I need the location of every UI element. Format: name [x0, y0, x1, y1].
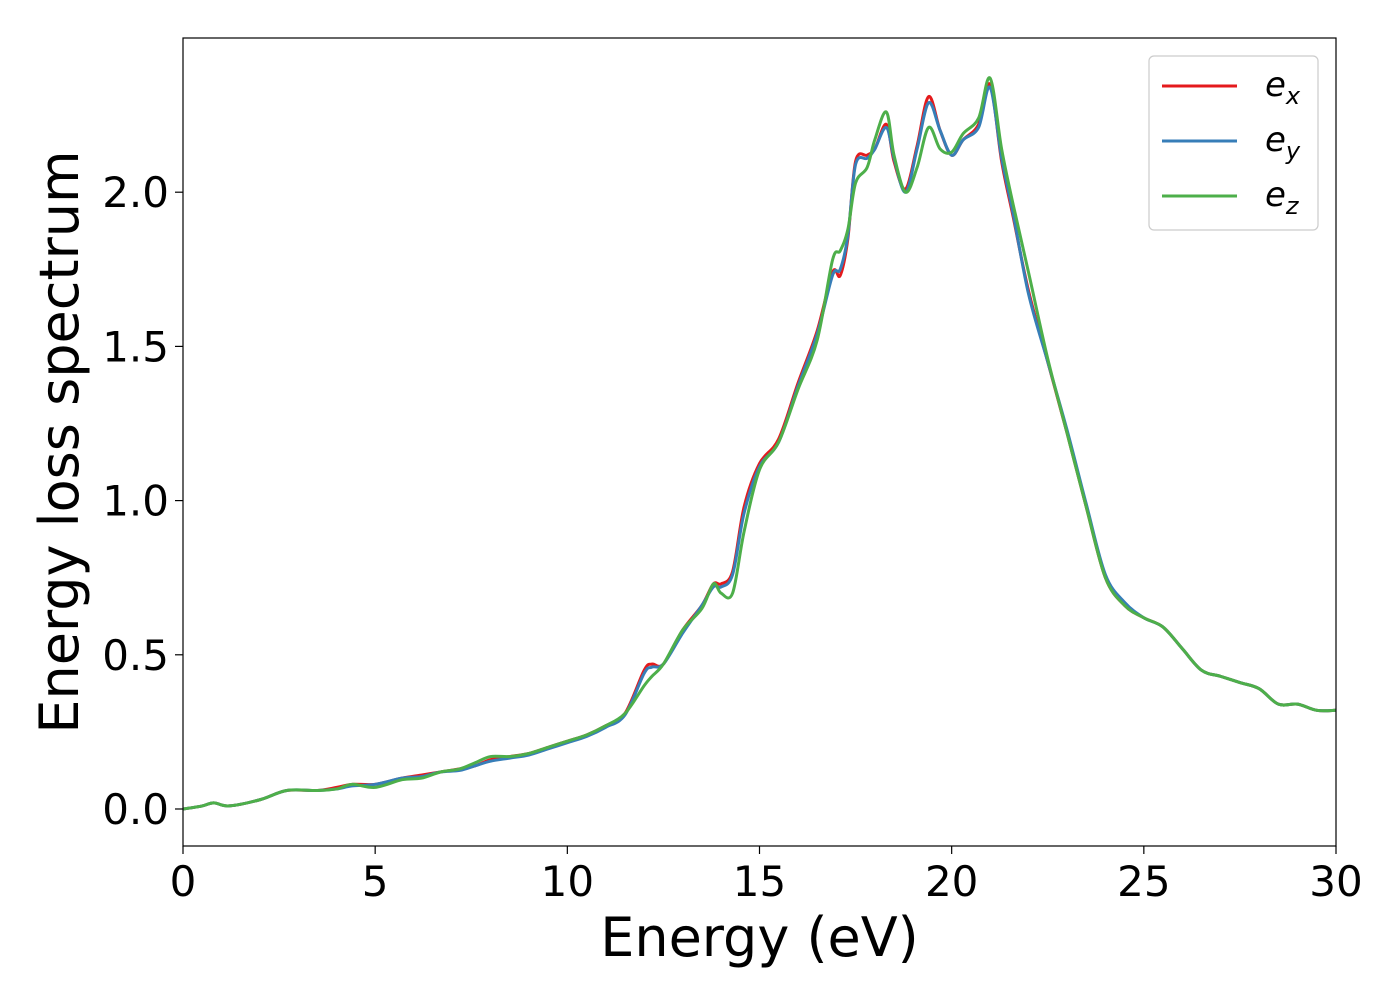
y-tick-label: 2.0: [102, 168, 169, 217]
x-tick-label: 20: [925, 857, 978, 906]
y-tick-label: 0.0: [102, 785, 169, 834]
legend: ex ey ez: [1148, 55, 1319, 231]
legend-label: ex: [1265, 65, 1301, 110]
x-tick-label: 0: [170, 857, 197, 906]
y-tick-label: 1.5: [102, 322, 169, 371]
y-axis-ticks: 0.0 0.5 1.0 1.5 2.0: [102, 168, 183, 834]
x-tick-label: 25: [1117, 857, 1170, 906]
plot-lines: [182, 76, 1337, 811]
x-tick-label: 10: [541, 857, 594, 906]
x-tick-label: 15: [733, 857, 786, 906]
y-tick-label: 1.0: [102, 477, 169, 526]
x-tick-label: 30: [1309, 857, 1362, 906]
legend-label: ez: [1265, 175, 1300, 220]
x-axis-ticks: 0 5 10 15 20 25 30: [170, 846, 1363, 906]
legend-box: [1148, 55, 1319, 231]
legend-label: ey: [1265, 120, 1301, 165]
y-axis-title: Energy loss spectrum: [28, 150, 91, 733]
x-axis-title: Energy (eV): [600, 906, 919, 969]
x-tick-label: 5: [362, 857, 389, 906]
y-tick-label: 0.5: [102, 631, 169, 680]
series-line-ez: [182, 76, 1337, 811]
